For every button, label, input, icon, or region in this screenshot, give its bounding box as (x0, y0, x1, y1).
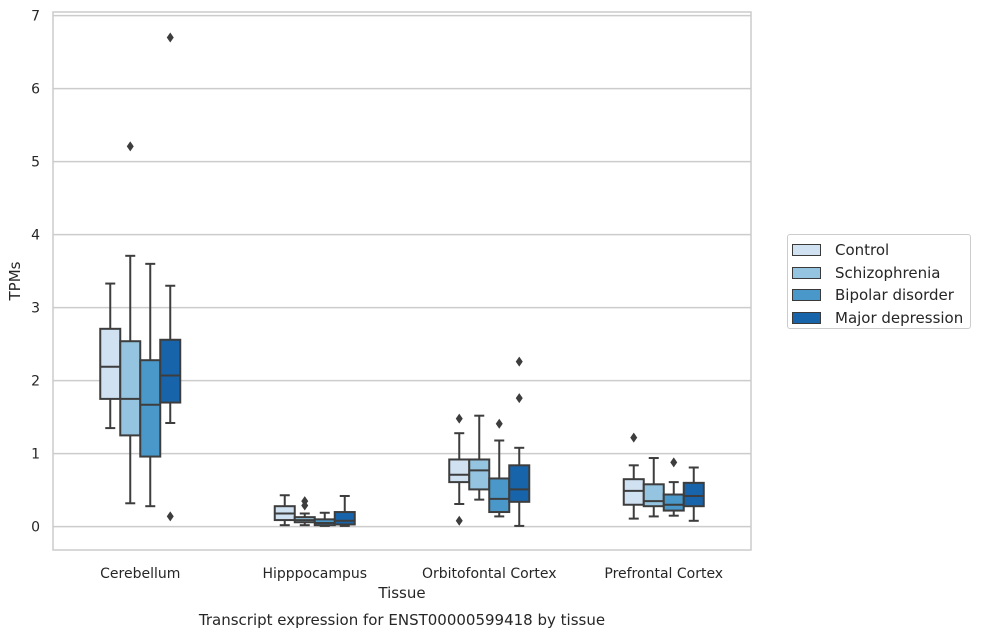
y-tick-label: 7 (31, 9, 40, 25)
legend: Control Schizophrenia Bipolar disorder Majo… (787, 234, 971, 329)
box-group (642, 457, 665, 518)
y-tick-label: 6 (31, 82, 40, 98)
legend-label: Major depression (835, 308, 964, 327)
box-group (293, 496, 316, 527)
plot-area (52, 11, 752, 551)
legend-swatch (792, 289, 821, 302)
outlier-point (166, 32, 174, 43)
outlier-point (455, 413, 463, 424)
box-group (159, 32, 182, 522)
legend-swatch (792, 244, 821, 257)
series-schizophrenia (119, 141, 665, 527)
outlier-point (670, 457, 678, 468)
y-tick-label: 0 (31, 520, 40, 536)
legend-label: Bipolar disorder (835, 286, 954, 305)
gridlines (53, 14, 751, 528)
outlier-point (455, 515, 463, 526)
box (333, 511, 356, 526)
x-axis-label: Tissue (377, 584, 425, 602)
box-group (99, 282, 122, 430)
legend-swatch (792, 266, 821, 279)
series-major-depression (159, 32, 705, 527)
y-axis-ticks: 0 1 2 3 4 5 6 7 (31, 9, 40, 536)
box (662, 493, 685, 512)
box (99, 327, 122, 400)
x-tick-label: Cerebellum (100, 566, 180, 582)
y-tick-label: 2 (31, 374, 40, 390)
outlier-point (126, 141, 134, 152)
box-group (622, 432, 645, 520)
legend-swatch (792, 311, 821, 324)
legend-item: Major depression (792, 307, 970, 330)
x-axis-ticks: Cerebellum Hipppocampus Orbitofontal Corte… (100, 566, 723, 582)
box (468, 458, 491, 491)
box-group (448, 413, 471, 526)
box (159, 338, 182, 404)
box-group (468, 414, 491, 501)
y-tick-label: 1 (31, 447, 40, 463)
box-series (99, 32, 705, 527)
series-control (99, 282, 645, 527)
chart-caption: Transcript expression for ENST0000059941… (198, 611, 605, 629)
box-group (139, 262, 162, 508)
x-tick-label: Orbitofontal Cortex (422, 566, 557, 582)
box-group (508, 356, 531, 527)
box-group (662, 457, 685, 517)
legend-item: Bipolar disorder (792, 284, 970, 307)
box (488, 477, 511, 514)
x-tick-label: Hipppocampus (262, 566, 367, 582)
outlier-point (630, 432, 638, 443)
outlier-point (515, 393, 523, 404)
box (508, 464, 531, 503)
legend-label: Control (835, 241, 890, 260)
y-tick-label: 3 (31, 301, 40, 317)
box (642, 483, 665, 508)
box (119, 340, 142, 437)
legend-label: Schizophrenia (835, 263, 941, 282)
outlier-point (515, 356, 523, 367)
y-tick-label: 5 (31, 155, 40, 171)
outlier-point (301, 500, 309, 511)
box (682, 481, 705, 508)
outlier-point (166, 511, 174, 522)
series-bipolar-disorder (139, 262, 685, 527)
legend-item: Schizophrenia (792, 262, 970, 285)
box (448, 458, 471, 484)
box-group (682, 466, 705, 522)
box (622, 478, 645, 506)
box-group (333, 494, 356, 527)
y-axis-label: TPMs (6, 261, 24, 301)
outlier-point (495, 418, 503, 429)
y-tick-label: 4 (31, 228, 40, 244)
x-tick-label: Prefrontal Cortex (604, 566, 723, 582)
box-group (273, 494, 296, 527)
legend-item: Control (792, 239, 970, 262)
box (139, 359, 162, 458)
